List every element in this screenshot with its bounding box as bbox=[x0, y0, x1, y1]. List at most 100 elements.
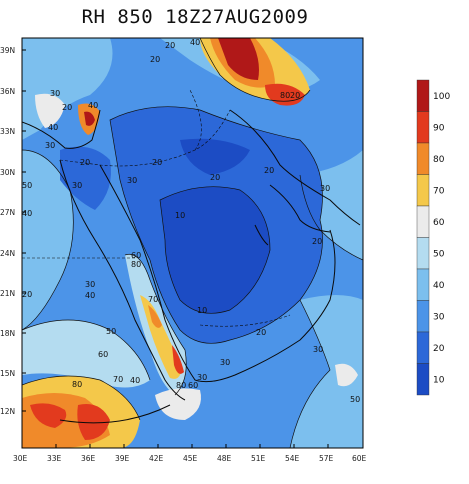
rh-band-40-arabian-sea bbox=[290, 295, 363, 448]
colorbar-swatch bbox=[416, 331, 430, 364]
colorbar: 100 90 80 70 60 50 40 30 20 10 bbox=[416, 79, 450, 396]
contour-label-40-nw: 40 bbox=[48, 123, 58, 132]
contour-label-40-lebanon: 40 bbox=[88, 101, 98, 110]
contour-label-20-iraq: 20 bbox=[152, 158, 162, 167]
colorbar-label: 30 bbox=[433, 312, 445, 322]
rh-band-40-egypt bbox=[22, 150, 74, 330]
colorbar-swatch bbox=[416, 142, 430, 175]
lat-label-24n: 24N bbox=[0, 249, 15, 258]
contour-label-50-arabian-sea: 50 bbox=[350, 395, 360, 404]
contour-label-80-ethiopia: 80 bbox=[72, 380, 82, 389]
colorbar-swatch bbox=[416, 300, 430, 333]
contour-label-30-arabian-sea: 30 bbox=[313, 345, 323, 354]
lon-label-54e: 54E bbox=[285, 454, 300, 463]
contour-label-10-arabia: 10 bbox=[175, 211, 185, 220]
colorbar-label: 60 bbox=[433, 218, 445, 228]
contour-label-20-north: 20 bbox=[165, 41, 175, 50]
rh-band-80-ethiopia-a bbox=[30, 403, 67, 428]
lon-label-42e: 42E bbox=[149, 454, 164, 463]
political-borders bbox=[22, 89, 291, 327]
latitude-axis: 39N 36N 33N 30N 27N 24N 21N 18N 15N 12N bbox=[0, 46, 26, 416]
colorbar-swatch bbox=[416, 205, 430, 238]
longitude-axis: 30E 33E 36E 39E 42E 45E 48E 51E 54E 57E … bbox=[13, 444, 367, 463]
colorbar-label: 50 bbox=[433, 249, 445, 259]
rh-band-50-yemen bbox=[155, 388, 201, 420]
contour-label-70-eritrea: 70 bbox=[113, 375, 123, 384]
colorbar-label: 70 bbox=[433, 186, 445, 196]
colorbar-label: 40 bbox=[433, 281, 445, 291]
contour-label-20-sudan: 20 bbox=[22, 290, 32, 299]
rh-band-50-arabian-sea bbox=[335, 363, 358, 387]
contour-label-20-iran: 20 bbox=[264, 166, 274, 175]
contour-label-50-egypt: 50 bbox=[22, 181, 32, 190]
rh-band-90-caspian bbox=[218, 38, 259, 80]
lat-label-21n: 21N bbox=[0, 289, 15, 298]
lon-label-33e: 33E bbox=[47, 454, 62, 463]
rh-band-80-yemen bbox=[172, 345, 184, 374]
contour-label-30-aden: 30 bbox=[197, 373, 207, 382]
lon-label-60e: 60E bbox=[352, 454, 367, 463]
contour-label-40-north: 40 bbox=[190, 38, 200, 47]
rh-band-10 bbox=[160, 186, 270, 314]
contour-label-60-hejaz: 60 bbox=[131, 251, 141, 260]
contour-label-40-redsea: 40 bbox=[85, 291, 95, 300]
contour-label-20-nw: 20 bbox=[62, 103, 72, 112]
contour-label-50-sudan: 50 bbox=[106, 327, 116, 336]
lat-label-30n: 30N bbox=[0, 168, 15, 177]
humidity-field bbox=[22, 38, 363, 448]
contour-label-30-nw: 30 bbox=[50, 89, 60, 98]
contour-label-30-levant: 30 bbox=[45, 141, 55, 150]
colorbar-label: 80 bbox=[433, 155, 445, 165]
map-title: RH 850 18Z27AUG2009 bbox=[81, 6, 309, 28]
contour-label-20-yemen: 20 bbox=[256, 328, 266, 337]
contour-label-80-yemen: 80 bbox=[176, 381, 186, 390]
contour-label-10-empty-quarter: 10 bbox=[197, 306, 207, 315]
contour-label-30-sinai: 30 bbox=[72, 181, 82, 190]
lat-label-18n: 18N bbox=[0, 329, 15, 338]
colorbar-label: 90 bbox=[433, 123, 445, 133]
contour-label-20-north-b: 20 bbox=[150, 55, 160, 64]
colorbar-swatch bbox=[416, 111, 430, 144]
colorbar-swatch bbox=[416, 79, 430, 112]
lon-label-48e: 48E bbox=[217, 454, 232, 463]
contour-label-40-eritrea: 40 bbox=[130, 376, 140, 385]
colorbar-label: 20 bbox=[433, 344, 445, 354]
contour-label-80-hejaz: 80 bbox=[131, 260, 141, 269]
contour-label-20-gulf: 20 bbox=[210, 173, 220, 182]
contour-label-40-egypt: 40 bbox=[22, 209, 32, 218]
colorbar-swatch bbox=[416, 237, 430, 270]
rh-band-60-asir bbox=[140, 295, 182, 379]
contour-labels: 20 40 20 30 40 20 40 30 20 50 30 40 20 3… bbox=[22, 38, 360, 404]
colorbar-label: 100 bbox=[433, 92, 450, 102]
lat-label-36n: 36N bbox=[0, 87, 15, 96]
rh-band-50-med bbox=[35, 93, 65, 128]
lat-label-33n: 33N bbox=[0, 127, 15, 136]
contour-label-60-eritrea: 60 bbox=[98, 350, 108, 359]
contour-label-20-levant: 20 bbox=[80, 158, 90, 167]
contour-label-30-jordan: 30 bbox=[127, 176, 137, 185]
contour-label-60-yemen: 60 bbox=[188, 381, 198, 390]
lat-label-39n: 39N bbox=[0, 46, 15, 55]
lat-label-27n: 27N bbox=[0, 208, 15, 217]
colorbar-swatch bbox=[416, 174, 430, 207]
lon-label-45e: 45E bbox=[183, 454, 198, 463]
contour-label-70-asir: 70 bbox=[148, 295, 158, 304]
contour-label-30-sea: 30 bbox=[220, 358, 230, 367]
lon-label-51e: 51E bbox=[251, 454, 266, 463]
rh-band-90-lebanon bbox=[84, 111, 95, 126]
contour-label-30-redsea: 30 bbox=[85, 280, 95, 289]
colorbar-label: 10 bbox=[433, 375, 445, 385]
rh-band-10-north bbox=[180, 138, 250, 175]
lon-label-57e: 57E bbox=[319, 454, 334, 463]
rh-band-70-asir bbox=[148, 305, 162, 328]
rh-band-20-levant bbox=[60, 146, 111, 210]
lon-label-30e: 30E bbox=[13, 454, 28, 463]
colorbar-swatch bbox=[416, 268, 430, 301]
rh-band-50-sudan bbox=[22, 320, 150, 388]
lon-label-36e: 36E bbox=[81, 454, 96, 463]
contour-label-80-iran-east: 80 bbox=[280, 91, 290, 100]
lat-label-15n: 15N bbox=[0, 369, 15, 378]
lat-label-12n: 12N bbox=[0, 407, 15, 416]
